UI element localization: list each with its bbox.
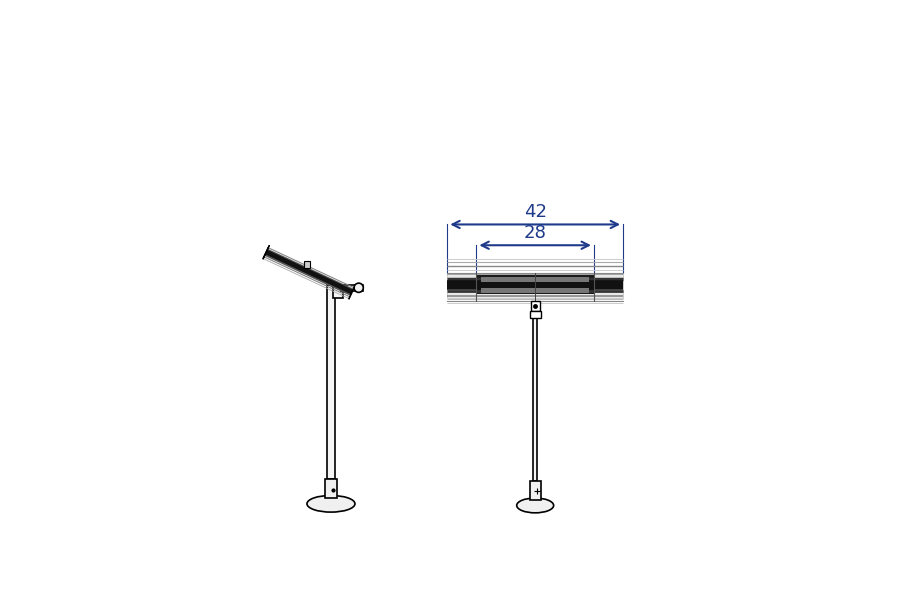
FancyBboxPatch shape	[529, 311, 541, 318]
FancyBboxPatch shape	[325, 479, 337, 498]
FancyBboxPatch shape	[531, 301, 540, 311]
Text: 28: 28	[524, 224, 546, 242]
FancyBboxPatch shape	[328, 284, 335, 479]
FancyBboxPatch shape	[482, 288, 590, 293]
FancyBboxPatch shape	[447, 273, 623, 298]
FancyBboxPatch shape	[533, 318, 537, 481]
Polygon shape	[263, 245, 269, 259]
FancyBboxPatch shape	[529, 481, 541, 500]
Text: 42: 42	[524, 203, 546, 221]
Ellipse shape	[307, 496, 355, 512]
FancyBboxPatch shape	[304, 261, 310, 268]
FancyBboxPatch shape	[341, 284, 364, 291]
FancyBboxPatch shape	[333, 284, 343, 298]
Circle shape	[354, 283, 364, 292]
FancyBboxPatch shape	[482, 277, 590, 282]
FancyBboxPatch shape	[476, 275, 594, 294]
Ellipse shape	[517, 498, 554, 513]
